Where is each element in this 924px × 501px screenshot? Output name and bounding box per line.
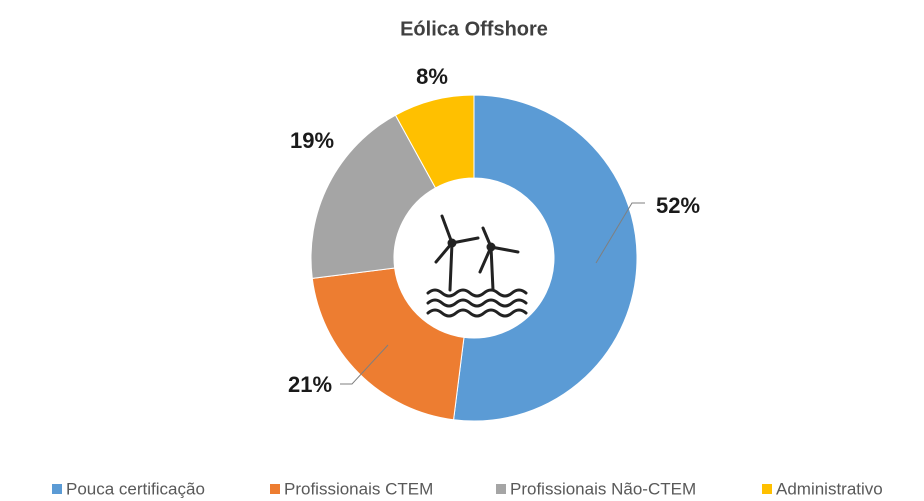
data-label: 8% — [416, 64, 448, 89]
legend-swatch — [496, 484, 506, 494]
leader-line — [340, 344, 389, 385]
data-label: 52% — [656, 193, 700, 218]
legend-swatch — [270, 484, 280, 494]
legend-swatch — [52, 484, 62, 494]
legend-label: Pouca certificação — [66, 479, 205, 498]
legend-label: Profissionais CTEM — [284, 479, 433, 498]
donut — [310, 94, 638, 422]
chart-title: Eólica Offshore — [400, 18, 548, 40]
data-label: 19% — [290, 128, 334, 153]
donut-hole — [394, 178, 554, 338]
data-label: 21% — [288, 372, 332, 397]
leader-line — [595, 202, 645, 264]
legend-swatch — [762, 484, 772, 494]
wind-turbine-icon — [426, 214, 528, 318]
legend-label: Profissionais Não-CTEM — [510, 479, 696, 498]
legend-label: Administrativo — [776, 479, 883, 498]
